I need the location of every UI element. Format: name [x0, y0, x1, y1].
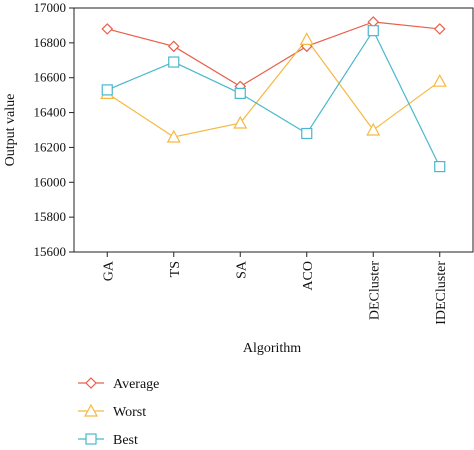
legend-label: Average: [113, 377, 159, 392]
marker: [167, 40, 180, 53]
y-tick-label: 15600: [34, 244, 67, 259]
marker: [85, 377, 97, 389]
series-line: [107, 21, 440, 88]
series-line: [106, 38, 441, 138]
x-tick-label: GA: [101, 260, 116, 281]
marker: [301, 127, 313, 140]
marker: [299, 32, 314, 45]
legend-label: Worst: [113, 405, 146, 420]
y-tick-label: 16000: [34, 174, 67, 189]
y-axis-title: Output value: [3, 94, 18, 167]
y-tick-label: 16400: [34, 105, 67, 120]
x-axis-title: Algorithm: [243, 341, 301, 356]
x-tick-label: TS: [168, 261, 183, 277]
y-tick-label: 16600: [34, 70, 67, 85]
x-tick-label: DECluster: [367, 261, 382, 320]
marker: [433, 23, 446, 35]
marker: [432, 73, 447, 87]
plot-frame: [73, 7, 474, 253]
marker: [367, 25, 379, 37]
x-tick-label: SA: [234, 260, 249, 279]
marker: [168, 56, 180, 68]
marker: [434, 161, 446, 173]
marker: [101, 84, 113, 96]
y-tick-label: 16800: [34, 35, 67, 50]
marker: [101, 23, 114, 35]
marker: [233, 115, 248, 129]
marker: [366, 122, 381, 136]
y-tick-label: 17000: [34, 0, 67, 15]
x-tick-label: ACO: [301, 261, 316, 291]
marker: [83, 403, 99, 417]
y-tick-label: 15800: [34, 209, 67, 224]
y-tick-label: 16200: [34, 139, 67, 154]
marker: [85, 433, 97, 445]
series-line: [107, 29, 441, 167]
marker: [166, 129, 181, 143]
legend-label: Best: [113, 433, 138, 448]
marker: [234, 87, 246, 100]
x-tick-label: IDECluster: [434, 261, 449, 325]
